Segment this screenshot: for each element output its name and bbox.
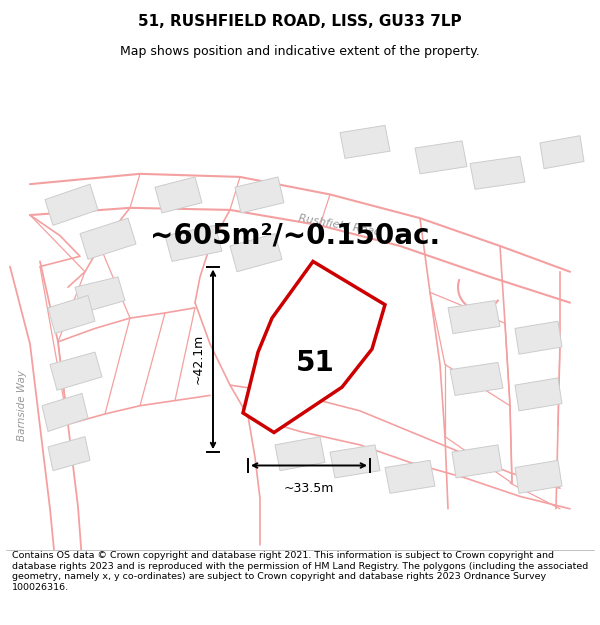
Polygon shape	[75, 277, 125, 313]
Text: Rushfield Road: Rushfield Road	[298, 213, 382, 238]
Polygon shape	[452, 445, 502, 478]
Text: Contains OS data © Crown copyright and database right 2021. This information is : Contains OS data © Crown copyright and d…	[12, 551, 588, 592]
Polygon shape	[385, 461, 435, 493]
Polygon shape	[45, 184, 98, 226]
Polygon shape	[48, 296, 95, 334]
Polygon shape	[50, 352, 102, 390]
Polygon shape	[80, 218, 136, 259]
Polygon shape	[340, 126, 390, 158]
Polygon shape	[450, 362, 503, 396]
Polygon shape	[415, 141, 467, 174]
Polygon shape	[515, 378, 562, 411]
Polygon shape	[448, 301, 500, 334]
Polygon shape	[330, 445, 380, 478]
Polygon shape	[540, 136, 584, 169]
Polygon shape	[48, 437, 90, 471]
Text: ~42.1m: ~42.1m	[192, 334, 205, 384]
Text: 51: 51	[296, 349, 335, 376]
Polygon shape	[243, 261, 385, 432]
Text: ~33.5m: ~33.5m	[284, 482, 334, 495]
Polygon shape	[235, 177, 284, 213]
Text: 51, RUSHFIELD ROAD, LISS, GU33 7LP: 51, RUSHFIELD ROAD, LISS, GU33 7LP	[138, 14, 462, 29]
Text: Barnside Way: Barnside Way	[17, 370, 27, 441]
Polygon shape	[165, 226, 222, 261]
Text: Map shows position and indicative extent of the property.: Map shows position and indicative extent…	[120, 44, 480, 58]
Polygon shape	[470, 156, 525, 189]
Polygon shape	[515, 321, 562, 354]
Polygon shape	[275, 437, 325, 471]
Polygon shape	[42, 393, 88, 431]
Polygon shape	[155, 177, 202, 213]
Polygon shape	[515, 461, 562, 493]
Polygon shape	[230, 234, 282, 272]
Text: ~605m²/~0.150ac.: ~605m²/~0.150ac.	[150, 222, 440, 249]
